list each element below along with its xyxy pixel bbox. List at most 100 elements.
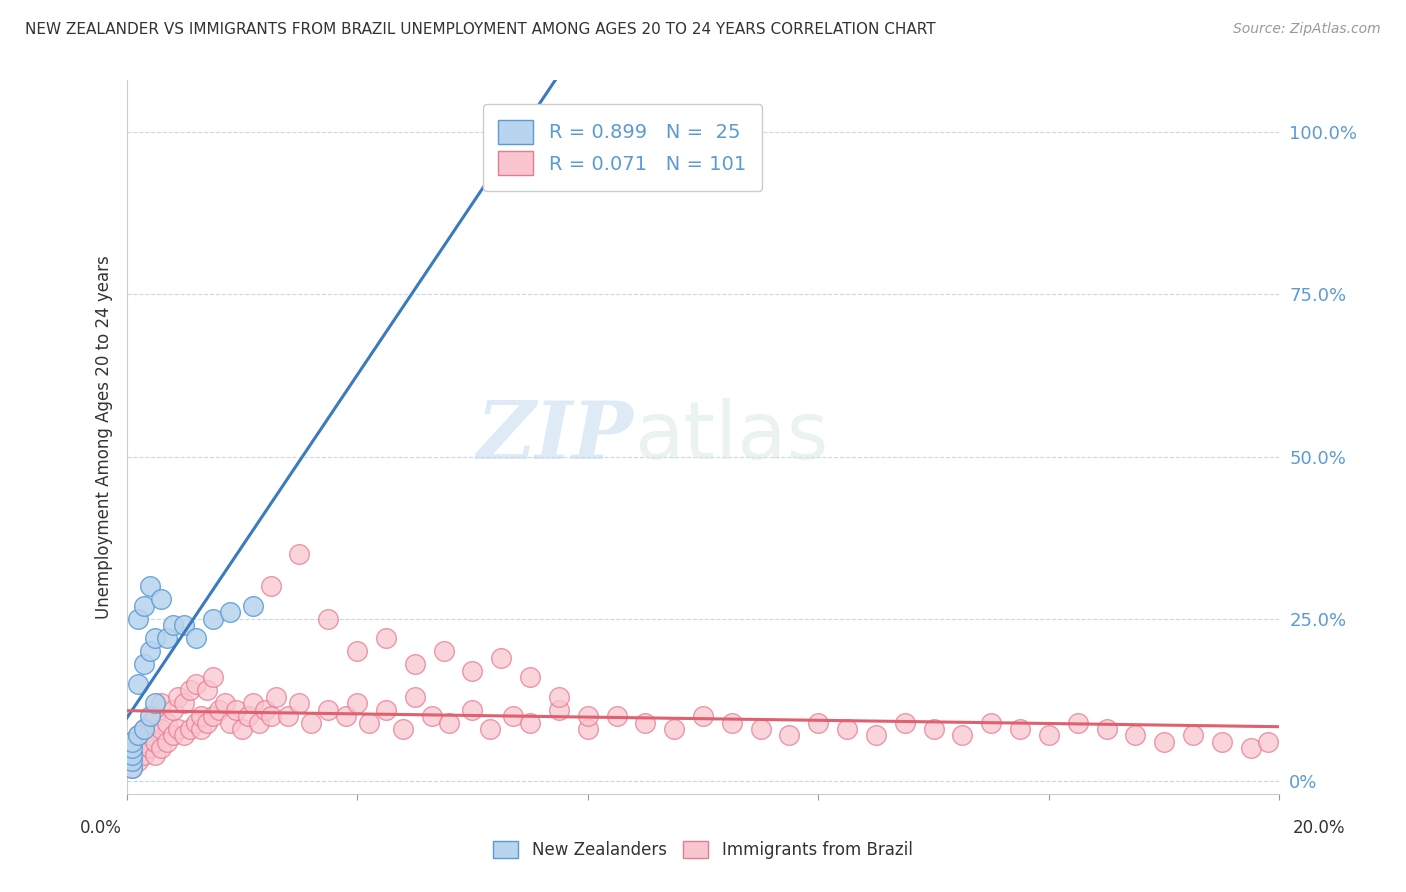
Point [266, 690, 288, 704]
Point [247, 715, 270, 730]
Point [1211, 735, 1233, 749]
Point [121, 761, 143, 775]
Point [150, 722, 173, 736]
Point [318, 612, 340, 626]
Point [491, 125, 513, 139]
Point [779, 729, 801, 743]
Point [156, 631, 179, 645]
Point [179, 722, 201, 736]
Point [1010, 722, 1032, 736]
Point [259, 579, 281, 593]
Text: NEW ZEALANDER VS IMMIGRANTS FROM BRAZIL UNEMPLOYMENT AMONG AGES 20 TO 24 YEARS C: NEW ZEALANDER VS IMMIGRANTS FROM BRAZIL … [25, 22, 936, 37]
Point [202, 670, 225, 684]
Point [288, 696, 311, 710]
Point [1153, 735, 1175, 749]
Point [167, 690, 190, 704]
Point [259, 709, 281, 723]
Point [132, 722, 155, 736]
Text: Source: ZipAtlas.com: Source: ZipAtlas.com [1233, 22, 1381, 37]
Point [357, 715, 380, 730]
Point [835, 722, 858, 736]
Point [1240, 741, 1263, 756]
Point [150, 592, 173, 607]
Point [749, 722, 772, 736]
Point [127, 729, 149, 743]
Point [548, 690, 571, 704]
Point [162, 618, 184, 632]
Point [519, 715, 541, 730]
Point [346, 696, 368, 710]
Point [519, 670, 541, 684]
Text: 20.0%: 20.0% [1292, 819, 1346, 837]
Point [720, 715, 742, 730]
Point [121, 741, 143, 756]
Point [478, 722, 501, 736]
Point [145, 735, 166, 749]
Point [121, 747, 143, 762]
Point [865, 729, 887, 743]
Legend: R = 0.899   N =  25, R = 0.071   N = 101: R = 0.899 N = 25, R = 0.071 N = 101 [482, 104, 762, 191]
Point [980, 715, 1002, 730]
Point [184, 631, 207, 645]
Point [692, 709, 714, 723]
Point [132, 747, 155, 762]
Point [121, 761, 143, 775]
Point [219, 605, 242, 619]
Point [138, 579, 160, 593]
Point [335, 709, 357, 723]
Point [253, 702, 276, 716]
Point [404, 657, 426, 672]
Point [184, 676, 207, 690]
Point [214, 696, 236, 710]
Point [138, 729, 160, 743]
Point [145, 747, 166, 762]
Point [433, 644, 456, 658]
Point [127, 755, 149, 769]
Text: ZIP: ZIP [477, 399, 634, 475]
Point [1038, 729, 1060, 743]
Point [374, 631, 398, 645]
Point [606, 709, 628, 723]
Text: atlas: atlas [634, 398, 828, 476]
Point [173, 696, 195, 710]
Point [132, 722, 155, 736]
Point [202, 709, 225, 723]
Point [190, 722, 212, 736]
Point [219, 715, 242, 730]
Point [132, 599, 155, 613]
Point [184, 715, 207, 730]
Point [242, 696, 264, 710]
Point [138, 644, 160, 658]
Legend: New Zealanders, Immigrants from Brazil: New Zealanders, Immigrants from Brazil [486, 834, 920, 866]
Point [1181, 729, 1204, 743]
Y-axis label: Unemployment Among Ages 20 to 24 years: Unemployment Among Ages 20 to 24 years [94, 255, 112, 619]
Point [404, 690, 426, 704]
Point [664, 722, 686, 736]
Point [420, 709, 443, 723]
Point [121, 747, 143, 762]
Point [299, 715, 322, 730]
Point [346, 644, 368, 658]
Point [121, 735, 143, 749]
Point [156, 715, 179, 730]
Point [318, 702, 340, 716]
Point [127, 729, 149, 743]
Point [173, 618, 195, 632]
Point [894, 715, 917, 730]
Point [1067, 715, 1090, 730]
Point [145, 631, 166, 645]
Point [173, 729, 195, 743]
Point [208, 702, 231, 716]
Point [127, 741, 149, 756]
Point [1257, 735, 1279, 749]
Point [138, 709, 160, 723]
Point [242, 599, 264, 613]
Point [190, 709, 212, 723]
Point [150, 741, 173, 756]
Text: 0.0%: 0.0% [80, 819, 122, 837]
Point [922, 722, 945, 736]
Point [634, 715, 657, 730]
Point [1125, 729, 1147, 743]
Point [132, 735, 155, 749]
Point [195, 683, 218, 698]
